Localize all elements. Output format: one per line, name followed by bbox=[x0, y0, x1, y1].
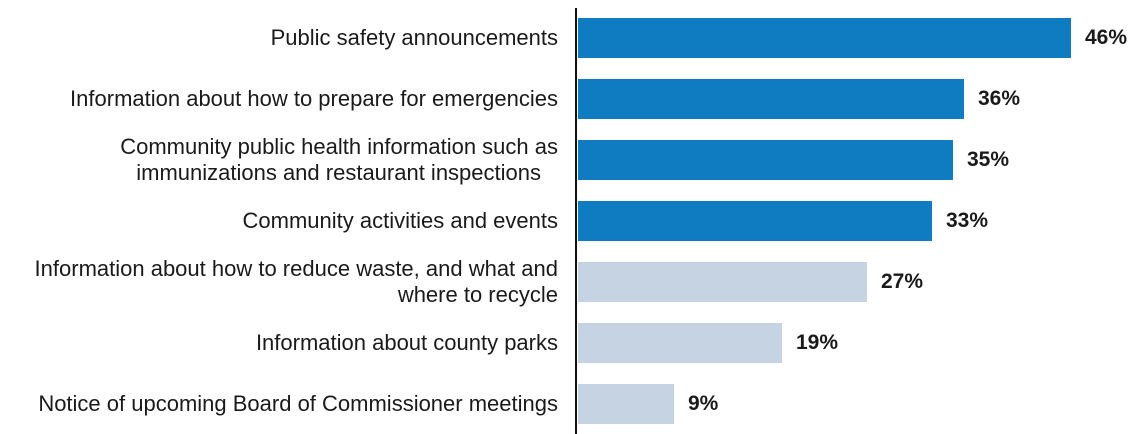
category-label-line: Information about county parks bbox=[255, 330, 558, 355]
value-label: 36% bbox=[978, 87, 1021, 110]
value-label: 35% bbox=[967, 148, 1010, 171]
category-label: Community activities and events bbox=[0, 208, 558, 234]
category-label-line: Information about how to prepare for eme… bbox=[70, 86, 558, 111]
category-label-line: Information about how to reduce waste, a… bbox=[34, 256, 558, 281]
bar bbox=[578, 140, 953, 180]
category-label-line: Community activities and events bbox=[242, 208, 558, 233]
bar bbox=[578, 201, 932, 241]
category-label-line: Community public health information such… bbox=[120, 134, 558, 159]
bar bbox=[578, 18, 1071, 58]
bar bbox=[578, 79, 964, 119]
category-label: Notice of upcoming Board of Commissioner… bbox=[0, 391, 558, 417]
category-label: Community public health information such… bbox=[0, 134, 558, 186]
category-label: Information about county parks bbox=[0, 330, 558, 356]
bar bbox=[578, 323, 782, 363]
category-label: Information about how to reduce waste, a… bbox=[0, 256, 558, 308]
value-label: 19% bbox=[796, 331, 839, 354]
value-label: 46% bbox=[1085, 26, 1128, 49]
category-label-line: where to recycle bbox=[397, 282, 558, 307]
value-label: 33% bbox=[946, 209, 989, 232]
value-label: 9% bbox=[688, 392, 719, 415]
bar bbox=[578, 262, 867, 302]
category-label: Information about how to prepare for eme… bbox=[0, 86, 558, 112]
category-label-line: Notice of upcoming Board of Commissioner… bbox=[38, 391, 558, 416]
category-axis-line bbox=[575, 8, 577, 434]
value-label: 27% bbox=[881, 270, 924, 293]
bar bbox=[578, 384, 674, 424]
category-label-line: Public safety announcements bbox=[270, 25, 558, 50]
category-label: Public safety announcements bbox=[0, 25, 558, 51]
category-label-line: immunizations and restaurant inspections bbox=[136, 160, 541, 185]
